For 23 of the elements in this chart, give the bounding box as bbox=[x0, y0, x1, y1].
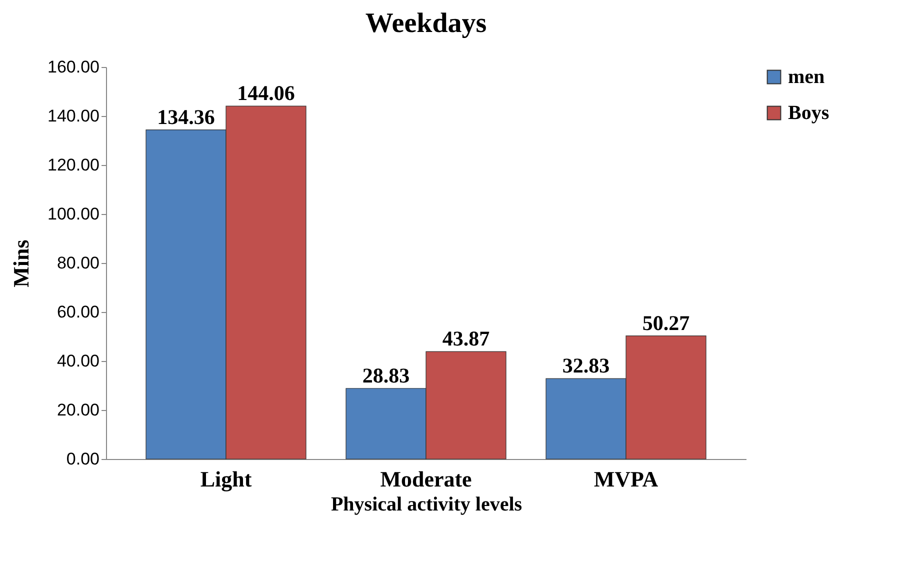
data-label: 28.83 bbox=[362, 363, 410, 388]
x-axis-title: Physical activity levels bbox=[330, 494, 522, 516]
y-tick-label: 120.00 bbox=[48, 156, 100, 174]
x-tick-label: MVPA bbox=[594, 466, 658, 492]
y-tick-label: 80.00 bbox=[56, 254, 100, 272]
y-tick-label: 60.00 bbox=[56, 302, 100, 322]
y-tick-label: 160.00 bbox=[48, 58, 100, 76]
y-tick-label: 20.00 bbox=[56, 400, 100, 420]
y-tick-label: 0.00 bbox=[66, 450, 100, 468]
y-tick-label: 100.00 bbox=[48, 204, 100, 224]
data-label: 144.06 bbox=[237, 81, 295, 106]
data-label: 43.87 bbox=[442, 326, 490, 351]
legend-label: men bbox=[788, 66, 825, 88]
y-tick-label: 140.00 bbox=[48, 106, 100, 126]
data-label: 134.36 bbox=[157, 104, 215, 129]
y-axis-title: Mins bbox=[8, 239, 34, 288]
y-tick-label: 40.00 bbox=[56, 352, 100, 370]
data-label: 50.27 bbox=[642, 310, 690, 335]
x-tick-label: Light bbox=[200, 466, 252, 492]
data-label: 32.83 bbox=[562, 354, 610, 378]
x-tick-label: Moderate bbox=[380, 466, 472, 492]
chart-title: Weekdays bbox=[365, 8, 487, 39]
legend-label: Boys bbox=[788, 102, 830, 124]
